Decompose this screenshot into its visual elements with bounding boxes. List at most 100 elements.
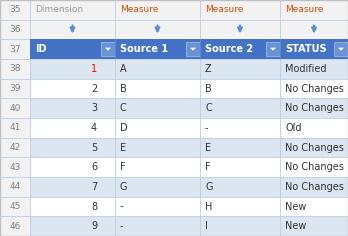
Bar <box>30 20 115 39</box>
Text: 45: 45 <box>9 202 21 211</box>
Text: 7: 7 <box>91 182 97 192</box>
Text: 42: 42 <box>9 143 21 152</box>
Bar <box>0 98 30 118</box>
Bar <box>280 0 348 20</box>
Text: No Changes: No Changes <box>285 84 344 93</box>
Text: -: - <box>120 221 124 231</box>
Text: 35: 35 <box>9 5 21 14</box>
Bar <box>280 197 348 216</box>
Bar <box>200 157 280 177</box>
Bar <box>115 20 200 39</box>
Bar <box>280 157 348 177</box>
Bar <box>334 42 348 56</box>
Polygon shape <box>105 48 111 51</box>
Text: 8: 8 <box>91 202 97 211</box>
Bar <box>200 118 280 138</box>
Text: 3: 3 <box>91 103 97 113</box>
Bar <box>280 118 348 138</box>
Bar <box>280 138 348 157</box>
Bar <box>0 39 30 59</box>
Bar <box>30 59 115 79</box>
Text: 43: 43 <box>9 163 21 172</box>
Text: No Changes: No Changes <box>285 162 344 172</box>
Text: 39: 39 <box>9 84 21 93</box>
Bar <box>200 216 280 236</box>
Text: F: F <box>120 162 126 172</box>
Bar <box>280 98 348 118</box>
Text: F: F <box>205 162 211 172</box>
Polygon shape <box>270 48 276 51</box>
Text: 46: 46 <box>9 222 21 231</box>
Bar <box>30 197 115 216</box>
Polygon shape <box>338 48 344 51</box>
Bar <box>200 79 280 98</box>
Text: 4: 4 <box>91 123 97 133</box>
Text: Measure: Measure <box>285 5 323 14</box>
Bar <box>30 138 115 157</box>
Bar <box>280 20 348 39</box>
Bar <box>280 216 348 236</box>
Text: 38: 38 <box>9 64 21 73</box>
Bar <box>0 79 30 98</box>
Bar <box>30 177 115 197</box>
Text: G: G <box>205 182 213 192</box>
Bar <box>0 216 30 236</box>
Bar <box>0 138 30 157</box>
Bar <box>115 98 200 118</box>
Bar <box>0 118 30 138</box>
Bar <box>115 79 200 98</box>
Text: No Changes: No Changes <box>285 182 344 192</box>
Text: A: A <box>120 64 127 74</box>
Bar <box>30 0 115 20</box>
Text: Source 1: Source 1 <box>120 44 168 54</box>
Text: New: New <box>285 202 306 211</box>
Text: 37: 37 <box>9 45 21 54</box>
Bar <box>0 0 30 20</box>
Bar <box>266 42 280 56</box>
Bar <box>200 59 280 79</box>
Bar <box>0 157 30 177</box>
Text: I: I <box>205 221 208 231</box>
Bar <box>115 0 200 20</box>
Text: Source 2: Source 2 <box>205 44 253 54</box>
Bar <box>115 39 200 59</box>
Bar <box>115 118 200 138</box>
Bar <box>200 39 280 59</box>
Bar <box>115 177 200 197</box>
Text: Dimension: Dimension <box>35 5 83 14</box>
Text: B: B <box>120 84 127 93</box>
Bar <box>30 216 115 236</box>
Bar <box>280 59 348 79</box>
Text: C: C <box>120 103 127 113</box>
Text: 1: 1 <box>91 64 97 74</box>
Text: No Changes: No Changes <box>285 103 344 113</box>
Text: 6: 6 <box>91 162 97 172</box>
Bar <box>115 157 200 177</box>
Bar <box>115 197 200 216</box>
Bar <box>30 118 115 138</box>
Bar <box>280 39 348 59</box>
Text: 44: 44 <box>9 182 21 191</box>
Text: -: - <box>205 123 208 133</box>
Text: STATUS: STATUS <box>285 44 327 54</box>
Text: C: C <box>205 103 212 113</box>
Bar <box>200 138 280 157</box>
Bar <box>0 59 30 79</box>
Bar <box>101 42 115 56</box>
Bar <box>280 177 348 197</box>
Bar <box>280 79 348 98</box>
Text: H: H <box>205 202 212 211</box>
Text: -: - <box>120 202 124 211</box>
Text: 36: 36 <box>9 25 21 34</box>
Bar <box>200 0 280 20</box>
Bar <box>200 20 280 39</box>
Text: E: E <box>120 143 126 152</box>
Text: Z: Z <box>205 64 212 74</box>
Polygon shape <box>190 48 196 51</box>
Bar <box>30 157 115 177</box>
Text: ID: ID <box>35 44 47 54</box>
Bar <box>30 79 115 98</box>
Bar <box>0 177 30 197</box>
Bar <box>30 39 115 59</box>
Bar <box>0 20 30 39</box>
